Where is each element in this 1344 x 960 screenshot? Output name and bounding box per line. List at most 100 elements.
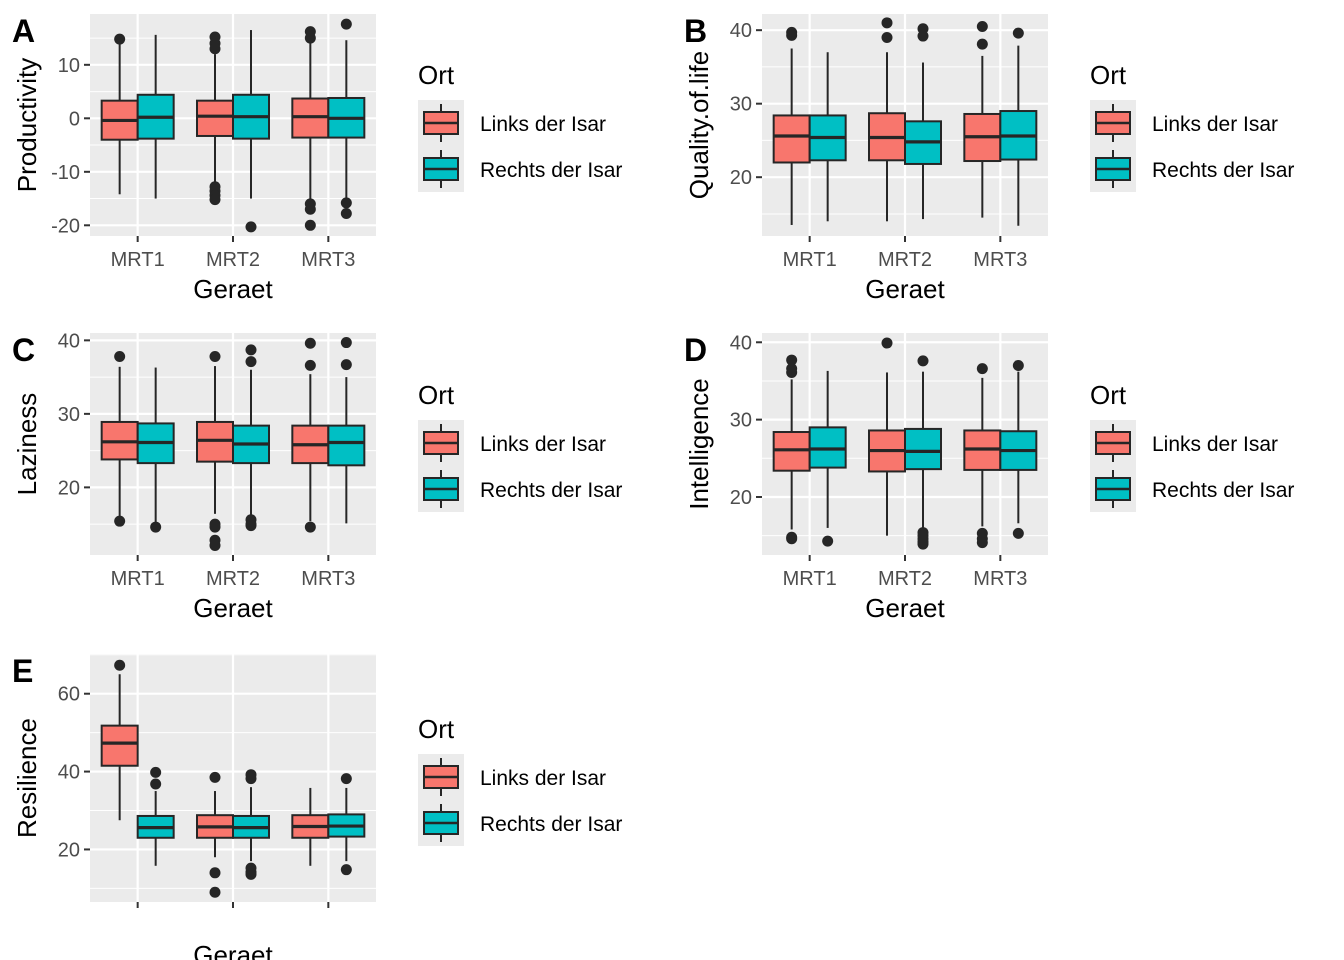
x-tick-label: MRT2 bbox=[878, 568, 932, 590]
legend-title: Ort bbox=[418, 60, 455, 90]
panel-b: 20 30 40 MRT1 MRT2 MRT3 Geraet Quality.of.lifeB… bbox=[684, 13, 1294, 304]
legend-label: Rechts der Isar bbox=[1152, 159, 1294, 182]
box-d-links-3 bbox=[963, 363, 1002, 549]
legend-label: Rechts der Isar bbox=[480, 479, 622, 502]
outlier-point bbox=[209, 867, 221, 879]
legend: Ort Links der Isar Rechts der Isar bbox=[418, 60, 622, 192]
x-tick-label: MRT3 bbox=[973, 568, 1027, 590]
outlier-point bbox=[114, 33, 126, 45]
outlier-point bbox=[245, 356, 257, 368]
y-tick-label: 40 bbox=[730, 20, 752, 42]
x-tick-label: MRT1 bbox=[111, 249, 165, 271]
legend-label: Links der Isar bbox=[480, 113, 606, 136]
y-tick-label: 20 bbox=[730, 487, 752, 509]
outlier-point bbox=[304, 219, 316, 231]
outlier-point bbox=[209, 194, 221, 206]
outlier-point bbox=[881, 17, 893, 29]
box-d-links-1 bbox=[772, 354, 811, 545]
box-d-rechts-1 bbox=[808, 370, 847, 547]
y-tick-label: -10 bbox=[51, 162, 80, 184]
outlier-point bbox=[304, 337, 316, 349]
box-b-links-3 bbox=[963, 20, 1002, 218]
y-axis-title: Productivity bbox=[12, 58, 42, 192]
x-axis-title: Geraet bbox=[193, 274, 273, 304]
outlier-point bbox=[786, 366, 798, 378]
legend-title: Ort bbox=[418, 380, 455, 410]
y-tick-label: 0 bbox=[69, 108, 80, 130]
legend: Ort Links der Isar Rechts der Isar bbox=[1090, 60, 1294, 192]
legend-label: Links der Isar bbox=[480, 433, 606, 456]
outlier-point bbox=[881, 32, 893, 44]
box-a-rechts-3 bbox=[327, 18, 366, 220]
outlier-point bbox=[340, 208, 352, 220]
box-a-links-1 bbox=[100, 33, 139, 195]
panel-tag: B bbox=[684, 13, 707, 49]
legend-label: Links der Isar bbox=[1152, 113, 1278, 136]
box-a-links-3 bbox=[291, 26, 330, 231]
outlier-point bbox=[340, 359, 352, 371]
y-tick-label: 40 bbox=[730, 332, 752, 354]
x-tick-label: MRT1 bbox=[783, 249, 837, 271]
box-body bbox=[327, 424, 366, 467]
box-c-links-2 bbox=[196, 351, 234, 551]
box-a-rechts-1 bbox=[136, 34, 175, 199]
x-tick-label: MRT2 bbox=[878, 249, 932, 271]
box-a-rechts-2 bbox=[232, 30, 270, 233]
x-axis-title: Geraet bbox=[193, 593, 273, 623]
box-d-links-2 bbox=[868, 337, 906, 536]
box-body bbox=[904, 427, 942, 471]
outlier-point bbox=[340, 773, 352, 785]
y-axis-title: Intelligence bbox=[684, 378, 714, 510]
outlier-point bbox=[917, 538, 929, 550]
x-tick-label: MRT3 bbox=[301, 249, 355, 271]
legend-title: Ort bbox=[1090, 380, 1127, 410]
outlier-point bbox=[340, 18, 352, 30]
legend: Ort Links der Isar Rechts der Isar bbox=[418, 714, 622, 846]
outlier-point bbox=[114, 659, 126, 671]
outlier-point bbox=[1012, 527, 1024, 539]
outlier-point bbox=[245, 520, 257, 532]
outlier-point bbox=[304, 32, 316, 44]
outlier-point bbox=[340, 197, 352, 209]
panel-a: -20 -10 0 10 MRT1 MRT2 MRT3 Geraet Productivity A… bbox=[12, 13, 622, 304]
x-tick-label: MRT2 bbox=[206, 568, 260, 590]
y-tick-label: 30 bbox=[58, 404, 80, 426]
legend-label: Rechts der Isar bbox=[1152, 479, 1294, 502]
panel-d: 20 30 40 MRT1 MRT2 MRT3 Geraet Intelligence D Ort… bbox=[684, 332, 1294, 623]
y-axis-title: Laziness bbox=[12, 393, 42, 496]
outlier-point bbox=[150, 766, 162, 778]
panel-tag: A bbox=[12, 13, 35, 49]
box-body bbox=[100, 724, 139, 767]
outlier-point bbox=[881, 337, 893, 349]
box-c-links-3 bbox=[291, 337, 330, 533]
y-axis-title: Quality.of.life bbox=[684, 51, 714, 199]
box-c-rechts-1 bbox=[136, 367, 175, 533]
box-c-rechts-3 bbox=[327, 337, 366, 524]
panel-e: 20 40 60 Geraet Resilience E Ort Links der Isar… bbox=[12, 653, 622, 960]
outlier-point bbox=[917, 355, 929, 367]
y-tick-label: 20 bbox=[58, 477, 80, 499]
box-d-rechts-2 bbox=[904, 355, 942, 550]
outlier-point bbox=[209, 539, 221, 551]
box-body bbox=[772, 114, 811, 164]
box-e-links-1 bbox=[100, 659, 139, 821]
box-b-rechts-3 bbox=[999, 27, 1038, 226]
box-e-rechts-1 bbox=[136, 766, 175, 866]
outlier-point bbox=[976, 38, 988, 50]
outlier-point bbox=[150, 521, 162, 533]
outlier-point bbox=[114, 515, 126, 527]
outlier-point bbox=[245, 221, 257, 233]
y-tick-label: -20 bbox=[51, 215, 80, 237]
outlier-point bbox=[245, 773, 257, 785]
legend-label: Rechts der Isar bbox=[480, 813, 622, 836]
y-tick-label: 40 bbox=[58, 330, 80, 352]
legend-label: Rechts der Isar bbox=[480, 159, 622, 182]
box-body bbox=[196, 99, 234, 137]
y-tick-label: 30 bbox=[730, 410, 752, 432]
box-a-links-2 bbox=[196, 31, 234, 206]
outlier-point bbox=[917, 30, 929, 42]
legend: Ort Links der Isar Rechts der Isar bbox=[1090, 380, 1294, 512]
y-tick-label: 10 bbox=[58, 55, 80, 77]
outlier-point bbox=[786, 354, 798, 366]
outlier-point bbox=[976, 20, 988, 32]
